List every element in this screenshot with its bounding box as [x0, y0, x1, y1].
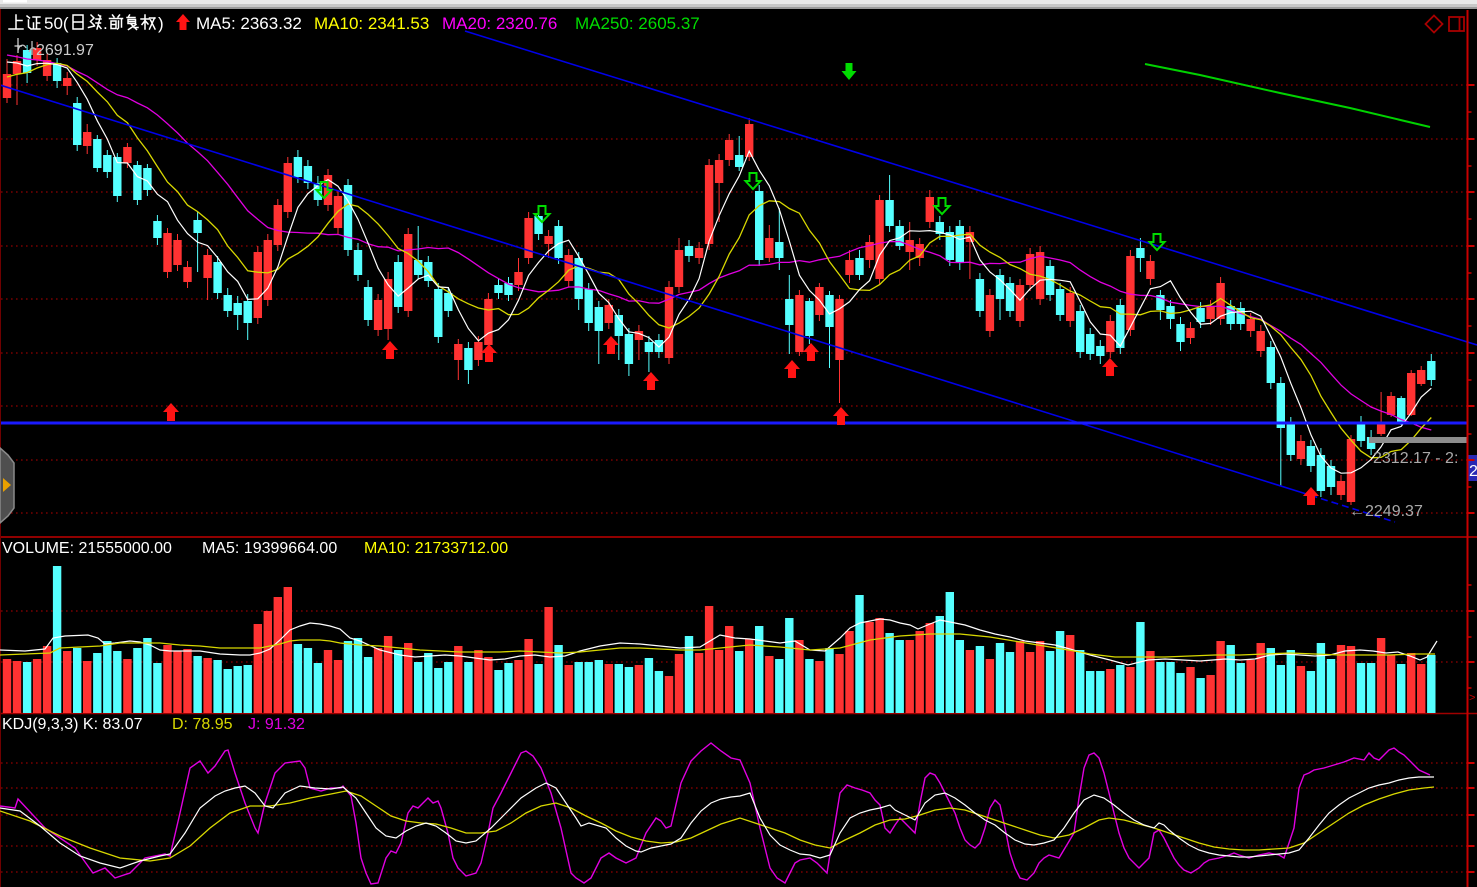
- svg-text:MA10: 21733712.00: MA10: 21733712.00: [364, 540, 508, 557]
- svg-text:MA5: 19399664.00: MA5: 19399664.00: [202, 540, 337, 557]
- svg-text:.: .: [103, 14, 108, 33]
- svg-text:MA20: 2320.76: MA20: 2320.76: [442, 14, 557, 33]
- svg-text:KDJ(9,3,3) K: 83.07: KDJ(9,3,3) K: 83.07: [2, 716, 143, 733]
- svg-text:VOLUME: 21555000.00: VOLUME: 21555000.00: [2, 540, 172, 557]
- svg-text:>: >: [1469, 692, 1475, 704]
- svg-text:): ): [158, 14, 164, 33]
- svg-text:2312.17 - 2:: 2312.17 - 2:: [1373, 450, 1458, 467]
- svg-text:MA10: 2341.53: MA10: 2341.53: [314, 14, 429, 33]
- svg-text:MA5: 2363.32: MA5: 2363.32: [196, 14, 302, 33]
- svg-text:←2249.37: ←2249.37: [1349, 503, 1423, 520]
- svg-text:2: 2: [1469, 463, 1477, 480]
- svg-text:J: 91.32: J: 91.32: [248, 716, 305, 733]
- svg-text:MA250: 2605.37: MA250: 2605.37: [575, 14, 700, 33]
- svg-text:2691.97: 2691.97: [36, 42, 94, 59]
- svg-text:50(: 50(: [44, 14, 69, 33]
- svg-text:D: 78.95: D: 78.95: [172, 716, 233, 733]
